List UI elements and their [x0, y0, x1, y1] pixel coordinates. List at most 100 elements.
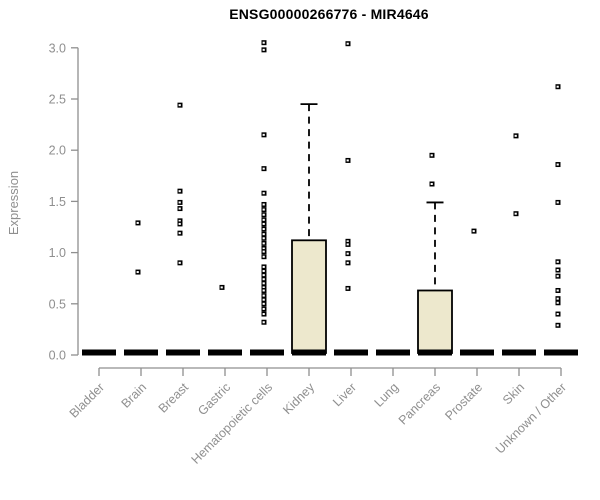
- x-category-label: Breast: [156, 380, 192, 416]
- median-bar: [292, 349, 326, 356]
- outlier-point-core: [262, 228, 265, 231]
- outlier-point-core: [346, 42, 349, 45]
- y-tick-label: 3.0: [49, 41, 66, 55]
- y-tick-label: 1.0: [49, 246, 66, 260]
- median-bar: [418, 349, 452, 356]
- outlier-point-core: [262, 307, 265, 310]
- median-bar: [250, 349, 284, 356]
- outlier-point-core: [262, 321, 265, 324]
- y-tick-label: 0.0: [49, 349, 66, 363]
- y-tick-label: 1.5: [49, 195, 66, 209]
- outlier-point-core: [472, 230, 475, 233]
- outlier-point-core: [178, 190, 181, 193]
- x-category-label: Liver: [330, 380, 359, 409]
- outlier-point-core: [262, 133, 265, 136]
- outlier-point-core: [262, 167, 265, 170]
- outlier-point-core: [262, 294, 265, 297]
- outlier-point-core: [556, 313, 559, 316]
- median-bar: [460, 349, 494, 356]
- outlier-point-core: [262, 192, 265, 195]
- outlier-point-core: [262, 250, 265, 253]
- y-tick-label: 2.0: [49, 144, 66, 158]
- outlier-point-core: [262, 41, 265, 44]
- x-category-label: Gastric: [195, 380, 233, 418]
- outlier-point-core: [430, 154, 433, 157]
- outlier-point-core: [178, 232, 181, 235]
- box-rect: [417, 289, 453, 354]
- outlier-point-core: [178, 219, 181, 222]
- outlier-point-core: [556, 297, 559, 300]
- outlier-point-core: [556, 85, 559, 88]
- median-bar: [166, 349, 200, 356]
- outlier-point-core: [136, 271, 139, 274]
- outlier-point-core: [178, 222, 181, 225]
- outlier-point-core: [514, 134, 517, 137]
- outlier-point-core: [556, 289, 559, 292]
- median-bar: [208, 349, 242, 356]
- x-category-label: Brain: [119, 380, 150, 411]
- outlier-point-core: [262, 208, 265, 211]
- outlier-point-core: [262, 213, 265, 216]
- outlier-point-core: [556, 301, 559, 304]
- outlier-point-core: [178, 261, 181, 264]
- x-category-label: Bladder: [67, 380, 107, 420]
- outlier-point-core: [262, 298, 265, 301]
- outlier-point-core: [262, 282, 265, 285]
- outlier-point-core: [556, 260, 559, 263]
- outlier-point-core: [262, 302, 265, 305]
- median-bar: [376, 349, 410, 356]
- x-category-label: Prostate: [442, 380, 485, 423]
- outlier-point-core: [346, 261, 349, 264]
- outlier-point-core: [556, 201, 559, 204]
- outlier-point-core: [514, 212, 517, 215]
- y-tick-label: 2.5: [49, 93, 66, 107]
- outlier-point-core: [346, 287, 349, 290]
- outlier-point-core: [178, 207, 181, 210]
- outlier-point-core: [262, 274, 265, 277]
- outlier-point-core: [262, 233, 265, 236]
- box-rect: [291, 239, 327, 354]
- outlier-point-core: [220, 286, 223, 289]
- outlier-point-core: [262, 247, 265, 250]
- outlier-point-core: [430, 182, 433, 185]
- median-bar: [502, 349, 536, 356]
- chart-title: ENSG00000266776 - MIR4646: [229, 6, 429, 22]
- median-bar: [334, 349, 368, 356]
- x-category-label: Pancreas: [396, 380, 443, 427]
- outlier-point-core: [262, 289, 265, 292]
- outlier-point-core: [262, 237, 265, 240]
- outlier-point-core: [136, 221, 139, 224]
- outlier-point-core: [262, 218, 265, 221]
- x-category-label: Skin: [500, 380, 527, 407]
- outlier-point-core: [178, 201, 181, 204]
- outlier-point-core: [262, 278, 265, 281]
- outlier-point-core: [262, 265, 265, 268]
- outlier-point-core: [556, 163, 559, 166]
- outlier-point-core: [556, 275, 559, 278]
- outlier-point-core: [262, 255, 265, 258]
- x-category-label: Unknown / Other: [493, 380, 569, 456]
- outlier-point-core: [556, 324, 559, 327]
- median-bar: [82, 349, 116, 356]
- outlier-point-core: [346, 159, 349, 162]
- outlier-point-core: [262, 313, 265, 316]
- outlier-point-core: [262, 242, 265, 245]
- outlier-point-core: [346, 240, 349, 243]
- outlier-point-core: [262, 203, 265, 206]
- outlier-point-core: [346, 243, 349, 246]
- x-category-label: Hematopoietic cells: [189, 380, 276, 467]
- median-bar: [544, 349, 578, 356]
- outlier-point-core: [262, 286, 265, 289]
- x-category-label: Kidney: [280, 380, 317, 417]
- outlier-point-core: [346, 252, 349, 255]
- outlier-point-core: [262, 270, 265, 273]
- median-bar: [124, 349, 158, 356]
- outlier-point-core: [262, 222, 265, 225]
- y-tick-label: 0.5: [49, 297, 66, 311]
- x-category-label: Lung: [372, 380, 402, 410]
- outlier-point-core: [178, 104, 181, 107]
- outlier-point-core: [262, 48, 265, 51]
- outlier-point-core: [556, 269, 559, 272]
